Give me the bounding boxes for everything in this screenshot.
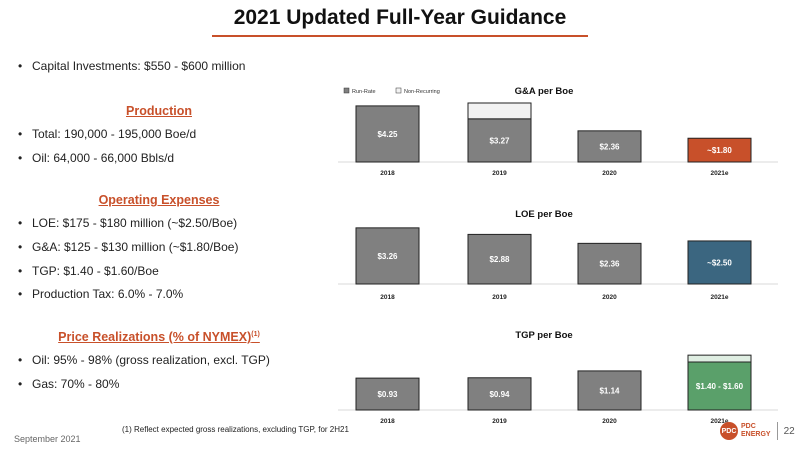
chart-ga-per-boe: G&A per Boe Run-Rate Non-Recurring $4.25 201… xyxy=(328,84,790,180)
data-label: $3.26 xyxy=(377,252,398,261)
section-production: Production xyxy=(126,104,192,118)
x-tick-label: 2021e xyxy=(710,294,728,301)
legend-label-non-recurring: Non-Recurring xyxy=(404,89,440,95)
section-price-realizations-label: Price Realizations (% of NYMEX) xyxy=(58,330,252,344)
data-label: $2.36 xyxy=(599,142,620,151)
bullet-text: TGP: $1.40 - $1.60/Boe xyxy=(32,264,159,278)
chart-tgp-svg: TGP per Boe $0.93 2018 $0.94 2019 $1.14 2020 $1… xyxy=(338,330,778,425)
bullet-dot: • xyxy=(18,151,23,165)
chart-ga-svg: G&A per Boe Run-Rate Non-Recurring $4.25 201… xyxy=(338,86,778,177)
chart-loe-per-boe: LOE per Boe $3.26 2018 $2.88 2019 $2.36 2020 ~$… xyxy=(328,204,790,302)
bar-2018 xyxy=(355,377,420,411)
x-tick-label: 2019 xyxy=(492,294,507,301)
bullet-text: LOE: $175 - $180 million (~$2.50/Boe) xyxy=(32,216,238,230)
data-label: $2.88 xyxy=(489,255,510,264)
bullet-text: Capital Investments: $550 - $600 million xyxy=(32,59,246,73)
page-number: 22 xyxy=(783,425,795,437)
logo-line2: ENERGY xyxy=(741,431,771,438)
bullet-total-production: • Total: 190,000 - 195,000 Boe/d xyxy=(18,127,196,141)
bullet-text: Gas: 70% - 80% xyxy=(32,377,120,391)
x-tick-label: 2019 xyxy=(492,418,507,425)
bar-2020 xyxy=(577,130,642,163)
data-label: $0.94 xyxy=(489,390,510,399)
bar-2021e xyxy=(687,361,752,411)
bar-2020 xyxy=(577,242,642,285)
footnote: (1) Reflect expected gross realizations,… xyxy=(122,425,349,434)
x-tick-label: 2020 xyxy=(602,294,617,301)
data-label: $2.36 xyxy=(599,260,620,269)
legend-swatch-non-recurring xyxy=(395,87,402,94)
bar-2021e xyxy=(687,240,752,285)
logo-line1: PDC xyxy=(741,423,756,430)
bar-2019 xyxy=(467,118,532,163)
bullet-capital: • Capital Investments: $550 - $600 millio… xyxy=(18,59,245,73)
data-label: $0.93 xyxy=(377,390,398,399)
bullet-dot: • xyxy=(18,264,23,278)
bullet-oil-production: • Oil: 64,000 - 66,000 Bbls/d xyxy=(18,151,174,165)
bar-2019 xyxy=(467,233,532,285)
bullet-dot: • xyxy=(18,216,23,230)
bullet-oil-realization: • Oil: 95% - 98% (gross realization, excl… xyxy=(18,353,270,367)
chart-tgp-per-boe: TGP per Boe $0.93 2018 $0.94 2019 $1.14 2020 $1… xyxy=(328,326,790,426)
bar-2018 xyxy=(355,227,420,285)
x-tick-label: 2020 xyxy=(602,170,617,177)
x-tick-label: 2018 xyxy=(380,294,395,301)
bullet-text: Oil: 95% - 98% (gross realization, excl.… xyxy=(32,353,270,367)
date-label: September 2021 xyxy=(14,434,81,444)
bullet-ga: • G&A: $125 - $130 million (~$1.80/Boe) xyxy=(18,240,238,254)
bar-segment-non-recurring xyxy=(467,102,532,120)
bullet-dot: • xyxy=(18,353,23,367)
bullet-gas-realization: • Gas: 70% - 80% xyxy=(18,377,119,391)
bullet-dot: • xyxy=(18,287,23,301)
chart-title: TGP per Boe xyxy=(515,330,572,341)
x-tick-label: 2020 xyxy=(602,418,617,425)
legend-label-run-rate: Run-Rate xyxy=(352,89,376,95)
legend-swatch-run-rate xyxy=(343,87,350,94)
logo-separator xyxy=(776,422,778,440)
section-price-realizations: Price Realizations (% of NYMEX)(1) xyxy=(0,330,318,344)
x-tick-label: 2018 xyxy=(380,418,395,425)
footnote-marker: (1) xyxy=(251,330,260,338)
bar-segment-range xyxy=(687,354,752,363)
data-label: ~$2.50 xyxy=(707,258,732,267)
data-label: $1.14 xyxy=(599,386,620,395)
bullet-text: G&A: $125 - $130 million (~$1.80/Boe) xyxy=(32,240,239,254)
bullet-text: Oil: 64,000 - 66,000 Bbls/d xyxy=(32,151,175,165)
bullet-text: Total: 190,000 - 195,000 Boe/d xyxy=(32,127,197,141)
section-operating-expenses: Operating Expenses xyxy=(98,193,220,207)
page-title: 2021 Updated Full-Year Guidance xyxy=(233,6,567,29)
bullet-tgp: • TGP: $1.40 - $1.60/Boe xyxy=(18,264,159,278)
bullet-dot: • xyxy=(18,240,23,254)
pdc-energy-logo: PDC PDC ENERGY 22 xyxy=(720,422,795,440)
bullet-dot: • xyxy=(18,59,23,73)
title-underline xyxy=(212,35,588,37)
chart-title: LOE per Boe xyxy=(515,209,573,220)
x-tick-label: 2019 xyxy=(492,170,507,177)
data-label: $4.25 xyxy=(377,130,398,139)
data-label: $3.27 xyxy=(489,136,510,145)
data-label: ~$1.80 xyxy=(707,146,732,155)
bullet-dot: • xyxy=(18,127,23,141)
bar-2018 xyxy=(355,105,420,163)
bullet-text: Production Tax: 6.0% - 7.0% xyxy=(32,287,184,301)
x-tick-label: 2021e xyxy=(710,170,728,177)
x-tick-label: 2021e xyxy=(710,418,728,425)
logo-text: PDC ENERGY xyxy=(741,423,771,439)
bar-2019 xyxy=(467,377,532,411)
chart-loe-svg: LOE per Boe $3.26 2018 $2.88 2019 $2.36 2020 ~$… xyxy=(338,209,778,301)
bar-2021e xyxy=(687,137,752,163)
bar-2020 xyxy=(577,370,642,411)
bullet-loe: • LOE: $175 - $180 million (~$2.50/Boe) xyxy=(18,216,237,230)
data-label: $1.40 - $1.60 xyxy=(696,382,744,391)
bullet-production-tax: • Production Tax: 6.0% - 7.0% xyxy=(18,287,183,301)
logo-mark: PDC xyxy=(720,422,738,440)
bullet-dot: • xyxy=(18,377,23,391)
chart-title: G&A per Boe xyxy=(515,86,574,97)
x-tick-label: 2018 xyxy=(380,170,395,177)
